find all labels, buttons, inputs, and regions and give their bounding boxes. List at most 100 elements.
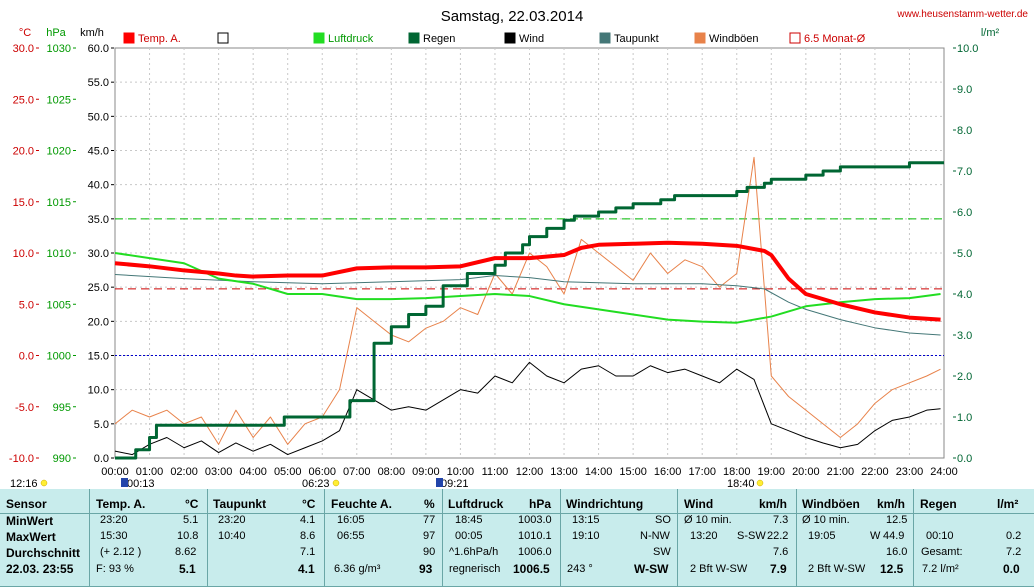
x-tick-label: 21:00: [827, 466, 855, 478]
temp-tick-label: 15.0: [13, 197, 34, 209]
x-tick-label: 09:00: [412, 466, 440, 478]
sun-time-label: 06:23: [302, 478, 330, 489]
avg-rain-val: 7.2: [1006, 546, 1022, 558]
wind-tick-label: 15.0: [88, 351, 109, 363]
max-hum-time: 06:55: [337, 530, 365, 542]
max-press-val: 1010.1: [518, 530, 552, 542]
hdr-gust: Windböen: [802, 497, 860, 511]
temp-tick-label: 20.0: [13, 146, 34, 158]
legend-label: 6.5 Monat-Ø: [804, 33, 866, 45]
rain-tick-label: 4.0: [957, 289, 972, 301]
x-tick-label: 17:00: [688, 466, 716, 478]
legend-swatch: [504, 32, 516, 44]
sun-time-label: 09:21: [441, 478, 469, 489]
x-tick-label: 06:00: [308, 466, 336, 478]
hdr-dew: Taupunkt: [213, 497, 267, 511]
x-tick-label: 02:00: [170, 466, 198, 478]
row-current-label: 22.03. 23:55: [6, 562, 74, 576]
max-press-time: 00:05: [455, 530, 483, 542]
max-dew-time: 10:40: [218, 530, 246, 542]
site-url[interactable]: www.heusenstamm-wetter.de: [896, 9, 1028, 20]
temp-tick-label: -10.0: [9, 453, 34, 465]
moon-icon: [436, 478, 443, 487]
min-wind-time: Ø 10 min.: [684, 514, 732, 526]
min-gust-val: 12.5: [886, 514, 908, 526]
cur-rain-time: 7.2 l/m²: [922, 563, 959, 575]
x-tick-label: 14:00: [585, 466, 613, 478]
cur-wind-val: 7.9: [770, 562, 787, 576]
max-dir-val: N-NW: [640, 530, 670, 542]
temp-tick-label: 30.0: [13, 43, 34, 55]
wind-tick-label: 0.0: [94, 453, 109, 465]
x-tick-label: 19:00: [758, 466, 786, 478]
min-hum-time: 16:05: [337, 514, 365, 526]
max-gust-dir: W: [870, 530, 881, 542]
pressure-tick-label: 1010: [47, 248, 71, 260]
axis-unit-label: hPa: [46, 27, 66, 39]
x-tick-label: 23:00: [896, 466, 924, 478]
x-tick-label: 04:00: [239, 466, 267, 478]
min-gust-time: Ø 10 min.: [802, 514, 850, 526]
x-tick-label: 18:00: [723, 466, 751, 478]
cur-press-val: 1006.5: [513, 562, 550, 576]
sun-icon: [40, 479, 48, 487]
series-line-wind: [114, 361, 941, 456]
temp-tick-label: 5.0: [19, 299, 34, 311]
min-temp-val: 5.1: [183, 514, 199, 526]
max-gust-time: 19:05: [808, 530, 836, 542]
wind-tick-label: 45.0: [88, 146, 109, 158]
hdr-wind: Wind: [684, 497, 714, 511]
hdr-wind-unit: km/h: [759, 497, 788, 511]
pressure-tick-label: 990: [53, 453, 71, 465]
rain-tick-label: 0.0: [957, 453, 972, 465]
hdr-sensor: Sensor: [6, 497, 47, 511]
avg-press-time: ^1.6hPa/h: [449, 546, 499, 558]
min-dir-time: 13:15: [572, 514, 600, 526]
pressure-tick-label: 1020: [47, 146, 71, 158]
rain-tick-label: 2.0: [957, 371, 972, 383]
max-wind-val: 22.2: [767, 530, 789, 542]
axis-unit-label: l/m²: [981, 27, 1000, 39]
cur-dir-val: W-SW: [634, 562, 669, 576]
pressure-tick-label: 995: [53, 402, 71, 414]
min-press-val: 1003.0: [518, 514, 552, 526]
hdr-press: Luftdruck: [448, 497, 504, 511]
cur-wind-time: 2 Bft W-SW: [690, 563, 748, 575]
hdr-gust-unit: km/h: [877, 497, 906, 511]
min-hum-val: 77: [423, 514, 436, 526]
avg-press-val: 1006.0: [518, 546, 552, 558]
x-tick-label: 20:00: [792, 466, 820, 478]
pressure-tick-label: 1025: [47, 94, 71, 106]
min-dew-time: 23:20: [218, 514, 246, 526]
max-wind-dir: S-SW: [737, 530, 766, 542]
wind-tick-label: 25.0: [88, 282, 109, 294]
max-gust-val: 44.9: [883, 530, 905, 542]
wind-tick-label: 35.0: [88, 214, 109, 226]
axis-unit-label: km/h: [80, 27, 104, 39]
hdr-press-unit: hPa: [529, 497, 552, 511]
avg-temp-val: 8.62: [175, 546, 197, 558]
hdr-rain: Regen: [920, 497, 957, 511]
legend-label: Temp. A.: [138, 33, 181, 45]
avg-hum-val: 90: [423, 546, 436, 558]
temp-tick-label: -5.0: [15, 402, 34, 414]
pressure-tick-label: 1000: [47, 351, 71, 363]
max-dew-val: 8.6: [300, 530, 316, 542]
series-line-taupunkt: [114, 274, 941, 336]
legend-swatch: [789, 32, 801, 44]
hdr-hum: Feuchte A.: [331, 497, 392, 511]
cur-gust-time: 2 Bft W-SW: [808, 563, 866, 575]
legend-label: Wind: [519, 33, 544, 45]
cur-press-time: regnerisch: [449, 563, 501, 575]
rain-tick-label: 5.0: [957, 248, 972, 260]
min-press-time: 18:45: [455, 514, 483, 526]
min-wind-val: 7.3: [773, 514, 789, 526]
max-rain-val: 0.2: [1006, 530, 1022, 542]
rain-tick-label: 7.0: [957, 166, 972, 178]
sun-time-label: 12:16: [10, 478, 38, 489]
avg-gust-val: 16.0: [886, 546, 908, 558]
wind-tick-label: 5.0: [94, 419, 109, 431]
cur-temp-time: F: 93 %: [96, 563, 134, 575]
temp-tick-label: 10.0: [13, 248, 34, 260]
rain-tick-label: 10.0: [957, 43, 978, 55]
